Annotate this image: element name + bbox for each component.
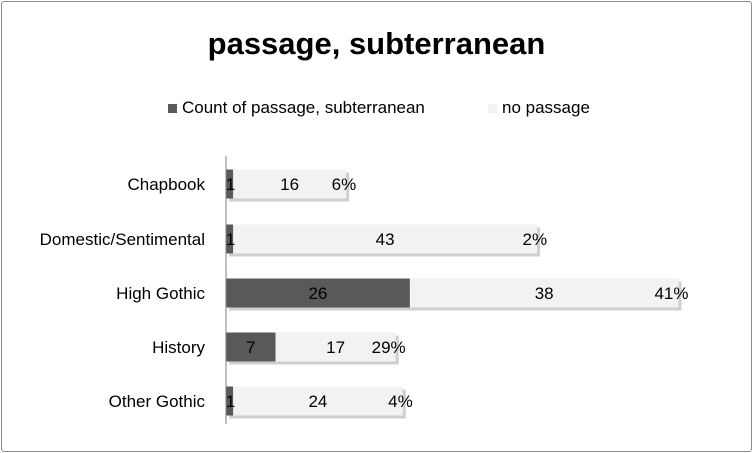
bar-no-passage-history [275,332,396,362]
value-label-no-passage-chapbook: 16 [280,175,299,194]
legend-label-no-passage: no passage [502,98,590,117]
percent-label-history: 29% [372,338,406,357]
category-label-chapbook: Chapbook [127,175,205,194]
legend-label-count: Count of passage, subterranean [182,98,425,117]
bar-count-history [226,332,276,362]
percent-label-high-gothic: 41% [654,284,688,303]
percent-label-chapbook: 6% [332,175,357,194]
category-label-high-gothic: High Gothic [116,284,205,303]
value-label-count-high-gothic: 26 [308,284,327,303]
legend-swatch-no-passage [488,103,497,113]
bar-no-passage-chapbook [233,169,347,199]
bar-count-high-gothic [226,278,410,308]
value-label-count-history: 7 [246,338,255,357]
bar-count-chapbook [226,169,234,199]
percent-label-domestic-sentimental: 2% [523,230,548,249]
value-label-no-passage-domestic-sentimental: 43 [376,230,395,249]
value-label-no-passage-high-gothic: 38 [535,284,554,303]
bar-count-domestic-sentimental [226,224,234,254]
bar-no-passage-domestic-sentimental [233,224,538,254]
value-label-count-other-gothic: 1 [226,392,235,411]
bar-no-passage-high-gothic [409,278,679,308]
category-label-domestic-sentimental: Domestic/Sentimental [40,230,205,249]
chart-title: passage, subterranean [207,26,546,61]
percent-label-other-gothic: 4% [388,392,413,411]
value-label-count-domestic-sentimental: 1 [226,230,235,249]
category-label-history: History [152,338,205,357]
value-label-no-passage-history: 17 [326,338,345,357]
legend-swatch-count [168,103,177,113]
value-label-count-chapbook: 1 [226,175,235,194]
legend-entry-count: Count of passage, subterranean [168,98,425,118]
bar-count-other-gothic [226,386,234,416]
legend-entry-no-passage: no passage [488,98,590,118]
value-label-no-passage-other-gothic: 24 [308,392,327,411]
bar-no-passage-other-gothic [233,386,403,416]
chart-legend: Count of passage, subterranean no passag… [0,98,753,120]
category-label-other-gothic: Other Gothic [109,392,206,411]
